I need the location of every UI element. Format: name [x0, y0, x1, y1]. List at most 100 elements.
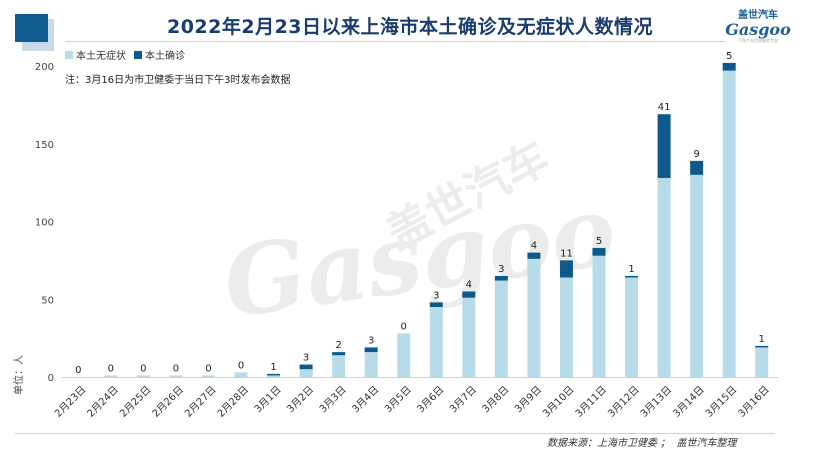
data-label: 9 — [693, 149, 699, 160]
data-label: 11 — [560, 248, 573, 259]
data-label: 1 — [270, 362, 276, 373]
data-label: 1 — [628, 264, 634, 275]
x-tick-label: 2月25日 — [117, 384, 153, 420]
y-tick-label: 150 — [35, 140, 54, 151]
data-label: 3 — [433, 290, 439, 301]
bar-confirmed — [559, 260, 573, 278]
data-label: 3 — [303, 353, 309, 364]
legend-item-asymptomatic: 本土无症状 — [65, 47, 126, 62]
gasgoo-logo: 盖世汽车 Gasgoo 汽车产业信息服务专家 — [718, 10, 798, 46]
logo-en-text: Gasgoo — [725, 20, 791, 39]
bar-asymptomatic — [429, 307, 443, 377]
bar-confirmed — [364, 347, 378, 353]
x-tick-label: 3月15日 — [703, 384, 739, 420]
bar-asymptomatic — [201, 375, 215, 377]
x-tick-label: 3月13日 — [638, 384, 674, 420]
x-tick-label: 2月26日 — [150, 384, 186, 420]
x-tick-label: 3月6日 — [415, 384, 447, 416]
data-label: 1 — [759, 334, 765, 345]
y-axis: 0 50 100 150 200 单位：人 — [12, 62, 54, 395]
bar-asymptomatic — [332, 355, 346, 377]
data-label: 5 — [596, 236, 602, 247]
bar-confirmed — [755, 345, 769, 348]
data-label: 0 — [140, 363, 146, 374]
bar-asymptomatic — [169, 375, 183, 377]
bar-asymptomatic — [657, 177, 671, 377]
x-tick-label: 3月1日 — [252, 384, 284, 416]
chart-bars: 0 0 0 0 0 0 1 3 2 3 0 3 4 3 4 11 5 1 41 9 5 1 — [75, 51, 769, 377]
bar-asymptomatic — [299, 369, 313, 377]
y-tick-label: 100 — [35, 218, 54, 229]
bar-asymptomatic — [234, 372, 248, 377]
data-label: 0 — [401, 321, 407, 332]
legend-item-confirmed: 本土确诊 — [134, 47, 185, 62]
bar-confirmed — [462, 291, 476, 298]
x-tick-label: 2月23日 — [52, 384, 88, 420]
bar-asymptomatic — [104, 375, 118, 377]
bar-confirmed — [592, 247, 606, 256]
data-source: 数据来源：上海市卫健委 ； 盖世汽车整理 — [547, 438, 737, 449]
bar-asymptomatic — [559, 277, 573, 377]
chart-title: 2022年2月23日以来上海市本土确诊及无症状人数情况 — [166, 16, 654, 38]
bar-confirmed — [299, 364, 313, 370]
x-tick-label: 3月7日 — [447, 384, 479, 416]
data-label: 0 — [205, 363, 211, 374]
x-tick-label: 3月14日 — [671, 384, 707, 420]
bar-confirmed — [429, 302, 443, 308]
bar-confirmed — [690, 160, 704, 175]
bar-asymptomatic — [527, 258, 541, 377]
bar-confirmed — [625, 275, 639, 278]
data-label: 2 — [335, 340, 341, 351]
bar-confirmed — [527, 252, 541, 259]
x-tick-label: 3月2日 — [285, 384, 317, 416]
bar-asymptomatic — [625, 277, 639, 377]
bar-confirmed — [722, 62, 736, 71]
y-tick-label: 0 — [48, 373, 54, 384]
y-tick-label: 50 — [41, 295, 54, 306]
y-tick-label: 200 — [35, 62, 54, 73]
legend-swatch-confirmed — [134, 50, 142, 59]
x-tick-label: 3月4日 — [350, 384, 382, 416]
corner-decoration-dark — [15, 14, 48, 42]
x-tick-label: 3月12日 — [606, 384, 642, 420]
chart-legend: 本土无症状 本土确诊 — [65, 47, 185, 62]
legend-swatch-asymptomatic — [65, 50, 73, 59]
data-label: 3 — [498, 264, 504, 275]
bar-asymptomatic — [267, 375, 281, 377]
x-tick-label: 2月28日 — [215, 384, 251, 420]
bar-asymptomatic — [690, 174, 704, 377]
bar-asymptomatic — [494, 280, 508, 377]
bar-asymptomatic — [592, 255, 606, 377]
data-label: 41 — [658, 102, 671, 113]
chart-note: 注：3月16日为市卫健委于当日下午3时发布会数据 — [65, 75, 291, 86]
bar-asymptomatic — [755, 347, 769, 377]
data-label: 3 — [368, 335, 374, 346]
bar-confirmed — [494, 275, 508, 281]
footer-divider — [15, 433, 775, 434]
bar-asymptomatic — [136, 375, 150, 377]
data-label: 0 — [173, 363, 179, 374]
x-tick-label: 3月3日 — [317, 384, 349, 416]
data-label: 5 — [726, 51, 732, 62]
x-tick-label: 3月9日 — [512, 384, 544, 416]
legend-label-confirmed: 本土确诊 — [145, 51, 185, 62]
bar-confirmed — [332, 352, 346, 356]
x-tick-label: 3月16日 — [736, 384, 772, 420]
data-label: 0 — [108, 363, 114, 374]
legend-label-asymptomatic: 本土无症状 — [76, 51, 126, 62]
y-axis-unit-label: 单位：人 — [12, 355, 25, 395]
data-label: 0 — [75, 365, 81, 376]
title-divider — [65, 41, 725, 42]
x-tick-label: 3月10日 — [540, 384, 576, 420]
x-tick-label: 3月8日 — [480, 384, 512, 416]
logo-tagline: 汽车产业信息服务专家 — [738, 38, 778, 43]
bar-confirmed — [267, 373, 281, 376]
x-tick-label: 2月24日 — [85, 384, 121, 420]
bar-asymptomatic — [397, 333, 411, 377]
x-tick-label: 3月11日 — [573, 384, 609, 420]
x-tick-label: 2月27日 — [182, 384, 218, 420]
bar-asymptomatic — [462, 297, 476, 377]
logo-cn-text: 盖世汽车 — [738, 10, 778, 21]
